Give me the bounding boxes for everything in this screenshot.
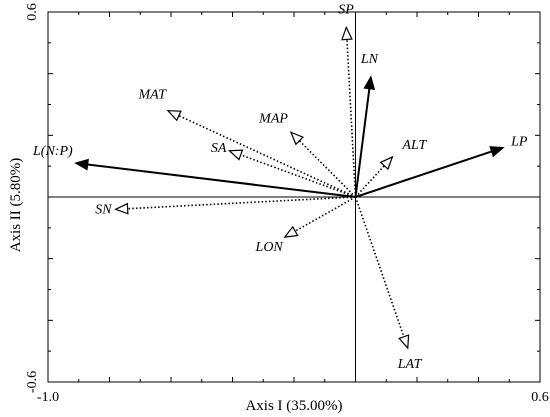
vector-mat-arrowhead (166, 110, 182, 122)
vector-label-lat: LAT (397, 357, 423, 372)
vector-l-n-p-arrowhead (74, 158, 89, 171)
vector-label-lp: LP (510, 135, 528, 150)
vector-sp-line (346, 39, 357, 198)
vector-lp-line (355, 150, 493, 198)
y-axis-title: Axis II (5.80%) (8, 158, 24, 253)
x-axis-title: Axis I (35.00%) (245, 398, 342, 414)
vector-ln-arrowhead (363, 75, 376, 90)
y-tick-label: -0.6 (25, 371, 40, 393)
vector-map-line (298, 140, 357, 198)
vector-label-lon: LON (255, 240, 284, 255)
vector-label-sn: SN (95, 202, 112, 217)
vector-lon-line (294, 196, 356, 232)
vector-sn-arrowhead (114, 202, 129, 215)
vector-alt-arrowhead (379, 155, 394, 171)
vector-sa-arrowhead (227, 149, 244, 161)
vector-label-mat: MAT (137, 88, 167, 103)
vector-lp-arrowhead (489, 146, 505, 158)
x-tick-label: -1.0 (37, 390, 59, 405)
vector-l-n-p-line (87, 163, 356, 198)
vector-label-l-n-p: L(N:P) (32, 144, 73, 159)
vector-ln-line (354, 88, 371, 198)
vector-label-ln: LN (360, 52, 379, 67)
vector-lat-line (354, 196, 405, 338)
vector-sn-line (127, 196, 356, 210)
vector-lat-arrowhead (398, 334, 410, 350)
y-tick-label: 0.6 (25, 3, 40, 21)
vector-lon-arrowhead (283, 225, 299, 238)
vector-sp-arrowhead (341, 25, 353, 41)
vector-mat-line (178, 114, 356, 198)
vector-label-sp: SP (338, 2, 354, 17)
vector-label-map: MAP (258, 111, 288, 126)
vector-label-sa: SA (211, 141, 227, 156)
x-tick-label: 0.6 (531, 390, 549, 405)
vector-map-arrowhead (289, 131, 305, 146)
vector-label-alt: ALT (401, 138, 427, 153)
